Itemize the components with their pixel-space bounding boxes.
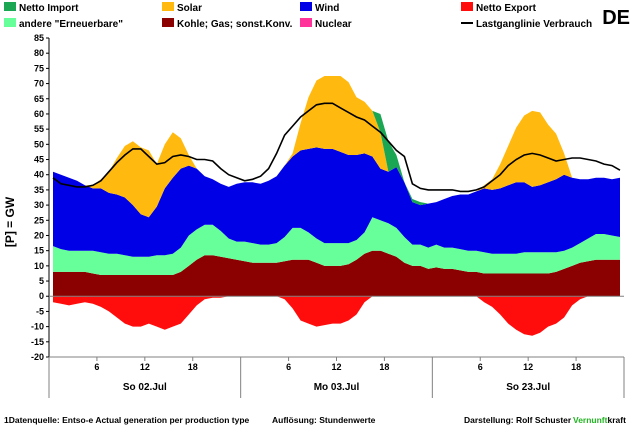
y-tick-label: 35: [34, 185, 44, 195]
y-tick-label: 55: [34, 124, 44, 134]
x-tick-label: 6: [286, 362, 291, 372]
y-tick-label: 15: [34, 246, 44, 256]
day-label: Mo 03.Jul: [314, 382, 360, 393]
y-tick-label: 60: [34, 109, 44, 119]
y-tick-label: -15: [31, 337, 44, 347]
y-tick-label: 45: [34, 155, 44, 165]
x-tick-label: 18: [379, 362, 389, 372]
legend-swatch-renew: [4, 18, 16, 27]
day-label: So 02.Jul: [123, 382, 167, 393]
area-fossil: [53, 250, 620, 297]
y-tick-label: -5: [36, 306, 44, 316]
legend-swatch-wind: [300, 2, 312, 11]
y-tick-label: 40: [34, 170, 44, 180]
area-export: [53, 296, 620, 336]
chart-legend: Netto Import Solar Wind Netto Export andere …: [4, 2, 592, 30]
x-tick-label: 12: [331, 362, 341, 372]
footer-source: 1Datenquelle: Entso-e Actual generation …: [4, 415, 250, 425]
x-axis: 6 12 18 6 12 18 6 12 18 So 02.Jul Mo 03.Jul So 23.J…: [48, 356, 625, 398]
legend-label-export: Netto Export: [476, 3, 537, 14]
legend-swatch-fossil: [162, 18, 174, 27]
day-label: So 23.Jul: [506, 382, 550, 393]
y-tick-label: 70: [34, 79, 44, 89]
y-tick-label: 50: [34, 139, 44, 149]
legend-swatch-import: [4, 2, 16, 11]
footer-brand-a: Vernunft: [573, 415, 608, 425]
legend-label-nuclear: Nuclear: [315, 19, 352, 30]
x-tick-label: 18: [188, 362, 198, 372]
x-tick-label: 6: [478, 362, 483, 372]
area-solar: [53, 76, 620, 218]
line-load: [52, 102, 621, 193]
footer-brand: Vernunftkraft: [573, 415, 626, 425]
legend-label-load: Lastganglinie Verbrauch: [476, 19, 592, 30]
area-wind: [53, 147, 620, 257]
legend-label-import: Netto Import: [19, 3, 79, 14]
y-axis: -20 -15 -10 -5 0 5 10 15 20 25 30 35 40 45 50 55 60 65 70 7…: [31, 33, 624, 362]
y-tick-label: -20: [31, 352, 44, 362]
y-tick-label: -10: [31, 322, 44, 332]
area-renew: [53, 217, 620, 275]
y-tick-label: 20: [34, 230, 44, 240]
footer-brand-b: kraft: [607, 415, 626, 425]
y-tick-label: 5: [39, 276, 44, 286]
y-tick-label: 85: [34, 33, 44, 43]
footer-author: Darstellung: Rolf Schuster: [464, 415, 572, 425]
country-code: DE: [602, 7, 630, 29]
legend-label-wind: Wind: [315, 3, 339, 14]
x-tick-label: 18: [571, 362, 581, 372]
y-tick-label: 65: [34, 94, 44, 104]
y-tick-label: 10: [34, 261, 44, 271]
plot-area: [52, 76, 621, 336]
legend-label-fossil: Kohle; Gas; sonst.Konv.: [177, 19, 293, 30]
legend-swatch-nuclear: [300, 18, 312, 27]
y-tick-label: 25: [34, 215, 44, 225]
y-axis-label: [P] = GW: [3, 196, 17, 247]
legend-swatch-solar: [162, 2, 174, 11]
x-tick-label: 12: [140, 362, 150, 372]
legend-label-renew: andere "Erneuerbare": [19, 19, 123, 30]
legend-label-solar: Solar: [177, 3, 202, 14]
y-tick-label: 30: [34, 200, 44, 210]
y-tick-label: 0: [39, 291, 44, 301]
x-tick-label: 6: [94, 362, 99, 372]
y-tick-label: 75: [34, 63, 44, 73]
generation-chart: Netto Import Solar Wind Netto Export andere …: [3, 2, 630, 398]
footer-resolution: Auflösung: Stundenwerte: [272, 415, 376, 425]
x-tick-label: 12: [523, 362, 533, 372]
legend-swatch-export: [461, 2, 473, 11]
y-tick-label: 80: [34, 48, 44, 58]
